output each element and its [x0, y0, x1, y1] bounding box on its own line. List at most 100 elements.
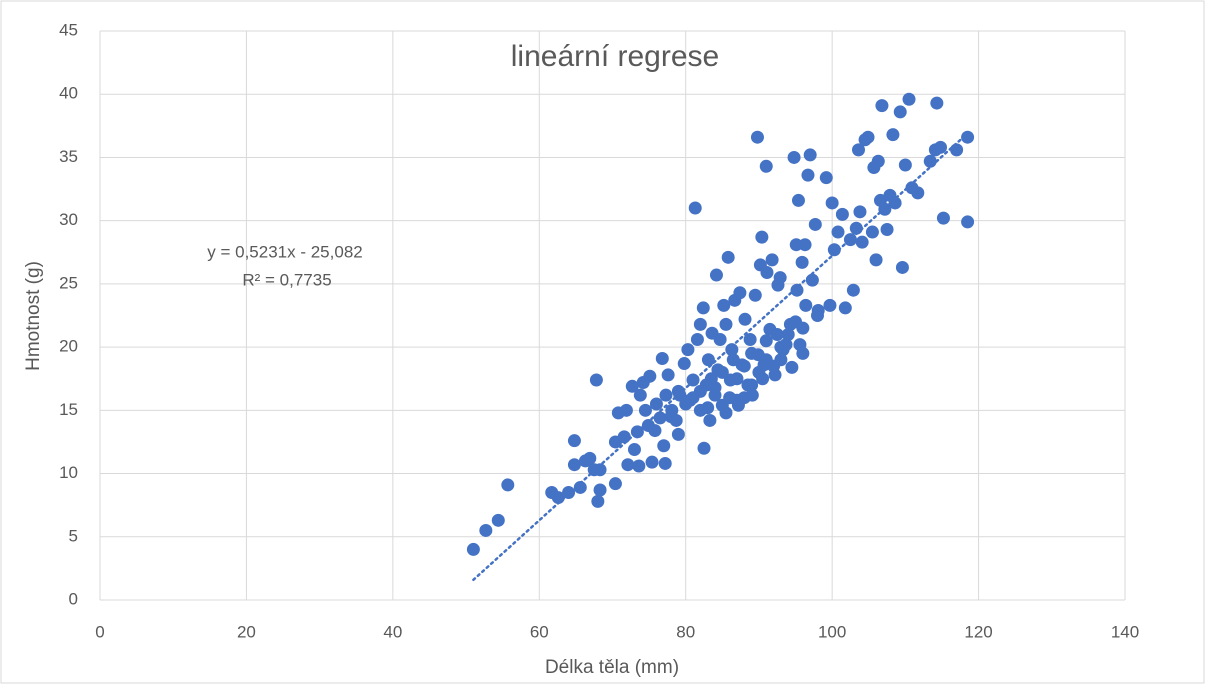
point	[726, 353, 740, 367]
point	[865, 225, 879, 239]
point	[799, 298, 813, 312]
point	[880, 223, 894, 237]
point	[719, 317, 733, 331]
point	[838, 301, 852, 315]
point	[697, 441, 711, 455]
point	[787, 150, 801, 164]
point	[658, 456, 672, 470]
point	[715, 365, 729, 379]
point	[573, 480, 587, 494]
point	[831, 225, 845, 239]
point	[781, 327, 795, 341]
point	[681, 343, 695, 357]
point	[808, 217, 822, 231]
y-tick-label: 10	[59, 463, 78, 482]
point	[950, 143, 964, 157]
point	[875, 99, 889, 113]
point	[703, 413, 717, 427]
point	[593, 463, 607, 477]
point	[659, 388, 673, 402]
y-tick-label: 35	[59, 147, 78, 166]
point	[567, 434, 581, 448]
point	[625, 379, 639, 393]
x-tick-label: 60	[530, 622, 549, 641]
point	[617, 430, 631, 444]
point	[934, 140, 947, 154]
point	[627, 443, 641, 457]
point	[827, 243, 841, 257]
point	[871, 154, 885, 168]
point	[717, 298, 731, 312]
point	[765, 253, 779, 267]
point	[679, 397, 693, 411]
x-tick-label: 0	[95, 622, 104, 641]
point	[855, 235, 869, 249]
y-tick-label: 40	[59, 84, 78, 103]
point	[733, 286, 747, 300]
point	[898, 158, 912, 172]
point	[671, 427, 685, 441]
point	[819, 171, 833, 185]
point	[664, 410, 678, 424]
point	[657, 439, 671, 453]
point	[911, 186, 925, 200]
point	[649, 397, 663, 411]
point	[750, 130, 764, 144]
point	[551, 491, 565, 505]
point	[791, 193, 805, 207]
point	[861, 130, 875, 144]
point	[748, 288, 762, 302]
point	[713, 333, 727, 347]
point	[653, 411, 667, 425]
point	[843, 233, 857, 247]
point	[501, 478, 515, 492]
point	[774, 340, 788, 354]
point	[621, 458, 635, 472]
point	[869, 253, 883, 267]
x-tick-label: 40	[383, 622, 402, 641]
point	[677, 357, 691, 371]
x-tick-label: 100	[818, 622, 846, 641]
point	[708, 381, 722, 395]
point	[491, 513, 505, 527]
point	[643, 369, 657, 383]
trendline	[472, 132, 969, 582]
point	[661, 368, 675, 382]
point	[760, 266, 774, 280]
y-tick-label: 0	[69, 589, 78, 608]
point	[730, 372, 744, 386]
point	[479, 523, 493, 537]
x-tick-label: 80	[676, 622, 695, 641]
point	[795, 255, 809, 269]
point	[719, 406, 733, 420]
point	[846, 283, 860, 297]
point	[589, 373, 603, 387]
y-tick-label: 45	[59, 20, 78, 39]
point	[803, 148, 817, 162]
point	[825, 196, 839, 210]
point	[638, 403, 652, 417]
point	[895, 260, 909, 274]
point	[801, 168, 815, 182]
point	[608, 477, 622, 491]
point	[902, 92, 916, 106]
point	[961, 215, 975, 229]
point	[936, 211, 950, 225]
point	[688, 201, 702, 215]
point	[796, 346, 810, 360]
point	[805, 273, 819, 287]
y-tick-label: 20	[59, 337, 78, 356]
point	[923, 154, 937, 168]
point	[798, 238, 812, 252]
chart-title: lineární regrese	[511, 40, 719, 73]
point	[738, 312, 752, 326]
x-tick-label: 120	[964, 622, 992, 641]
point	[849, 221, 863, 235]
point	[632, 459, 646, 473]
r-squared: R² = 0,7735	[242, 270, 331, 289]
point	[852, 143, 865, 157]
point	[567, 458, 581, 472]
